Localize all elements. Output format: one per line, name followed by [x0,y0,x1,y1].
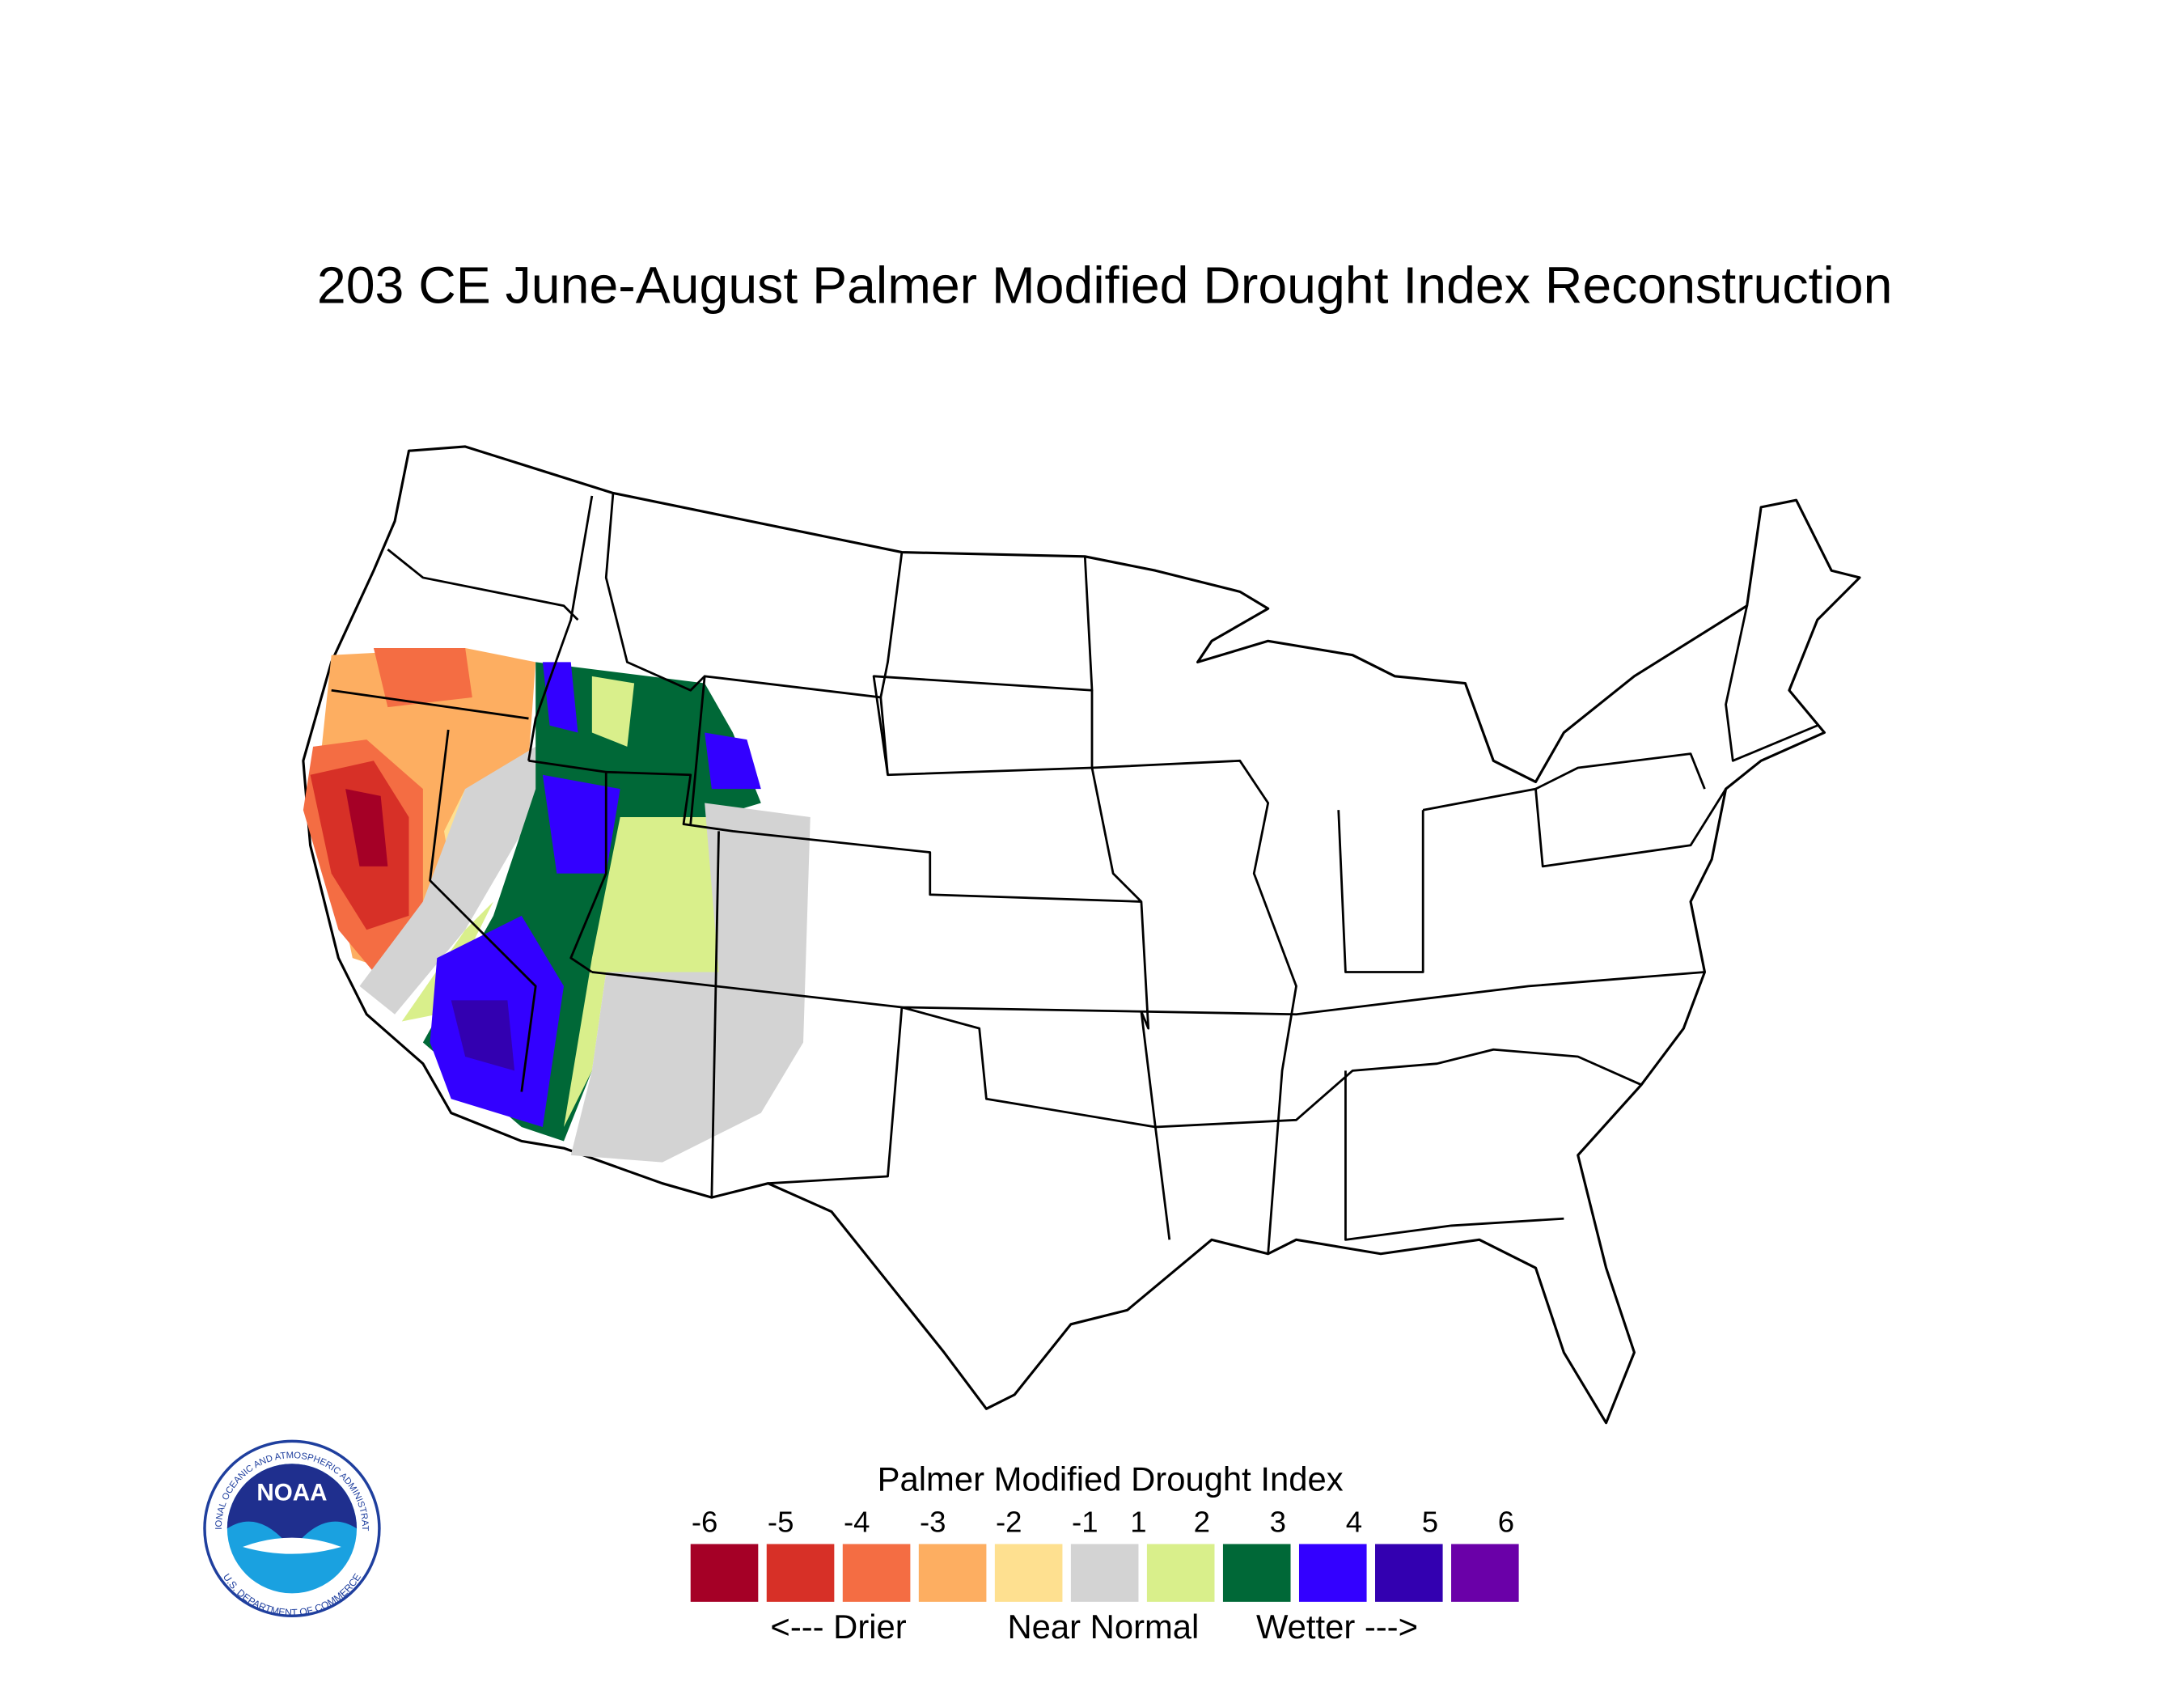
logo-name: NOAA [256,1479,327,1506]
state-line [1155,1048,1642,1129]
legend-tick-label: -6 [692,1506,717,1539]
state-line [1725,605,1818,762]
legend-swatch [918,1544,987,1602]
state-line [901,1006,1171,1240]
legend-tick-label: 3 [1270,1506,1286,1539]
state-line [527,495,594,761]
legend-tick-label: -2 [996,1506,1022,1539]
legend-swatch [766,1544,835,1602]
legend-tick-label: 4 [1346,1506,1362,1539]
state-line [604,493,706,692]
legend-swatch [1298,1544,1367,1602]
state-line [1337,810,1424,973]
legend-note: <--- Drier [770,1608,906,1646]
logo-top [226,1464,358,1550]
legend-swatch [690,1544,759,1602]
legend-swatch [1222,1544,1291,1602]
state-line [331,688,529,720]
state-line [1090,690,1297,1254]
shade-region [542,774,620,874]
legend-title: Palmer Modified Drought Index [878,1460,1344,1498]
legend-swatch [1070,1544,1139,1602]
legend-tick-label: -5 [768,1506,794,1539]
state-line [1422,787,1727,868]
legend-tick-label: -3 [920,1506,946,1539]
legend-swatch [1146,1544,1215,1602]
legend-tick-label: 5 [1422,1506,1438,1539]
shade-region [451,1000,515,1071]
shade-region [373,647,472,708]
state-line [872,556,1094,775]
state-line [1344,1070,1564,1241]
legend-note: Wetter ---> [1256,1608,1418,1646]
legend-swatch [1375,1544,1443,1602]
legend-tick-label: -4 [844,1506,870,1539]
legend-tick-label: 2 [1194,1506,1210,1539]
shade-region [359,746,565,1015]
state-line [606,770,1141,903]
state-line [528,759,607,973]
state-lines [331,493,1818,1254]
shade-region [591,676,635,747]
state-line [429,729,537,1092]
legend: Palmer Modified Drought Index -6 -5 -4 -3 -2… [690,1460,1519,1646]
shade-region [542,662,578,733]
legend-swatch [1451,1544,1519,1602]
shade-region [345,789,388,866]
state-line [768,1006,904,1185]
state-line [1534,752,1706,790]
legend-swatch [842,1544,911,1602]
state-line [591,971,1157,1128]
state-line [710,831,720,1198]
state-line [387,549,579,621]
legend-swatch [994,1544,1063,1602]
logo-bird [243,1537,341,1554]
legend-tick-label: 1 [1130,1506,1146,1539]
legend-note: Near Normal [1008,1608,1200,1646]
legend-tick-label: -1 [1072,1506,1098,1539]
state-line [1141,971,1705,1016]
legend-tick-label: 6 [1498,1506,1514,1539]
shade-region [705,732,761,790]
map-title: 203 CE June-August Palmer Modified Droug… [317,256,1893,314]
